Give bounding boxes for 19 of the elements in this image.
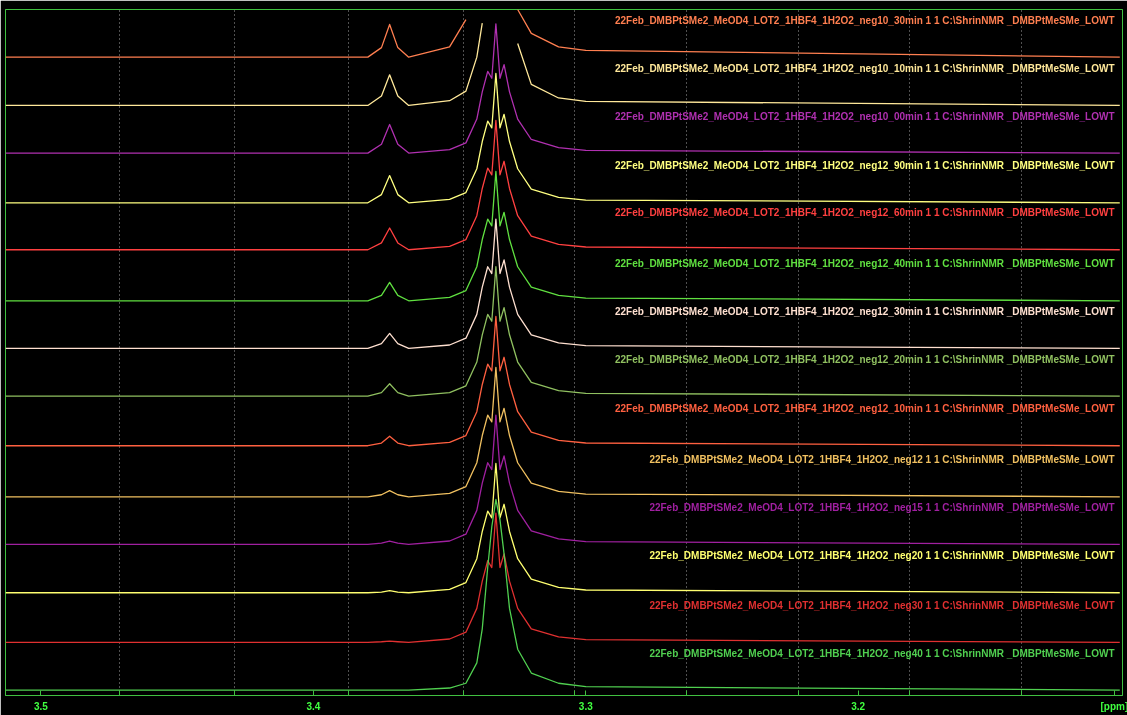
x-tick-label: [ppm] bbox=[1100, 700, 1127, 712]
text: 22Feb_DMBPtSMe2_MeOD4_LOT2_1HBF4_1H2O2_neg12 1 1 C:\ShrinNMR _DMBPtMeSMe_LOWT bbox=[649, 454, 1115, 466]
text: 22Feb_DMBPtSMe2_MeOD4_LOT2_1HBF4_1H2O2_neg12_40min 1 1 C:\ShrinNMR _DMBPtMeSMe_LOWT bbox=[614, 258, 1115, 270]
text: 22Feb_DMBPtSMe2_MeOD4_LOT2_1HBF4_1H2O2_neg12_20min 1 1 C:\ShrinNMR _DMBPtMeSMe_LOWT bbox=[614, 353, 1115, 365]
x-tick-label: 3.2 bbox=[851, 700, 866, 712]
text: 22Feb_DMBPtSMe2_MeOD4_LOT2_1HBF4_1H2O2_neg12_90min 1 1 C:\ShrinNMR _DMBPtMeSMe_LOWT bbox=[614, 160, 1115, 172]
text: 22Feb_DMBPtSMe2_MeOD4_LOT2_1HBF4_1H2O2_neg12_30min 1 1 C:\ShrinNMR _DMBPtMeSMe_LOWT bbox=[614, 305, 1115, 317]
x-tick-label: 3.3 bbox=[578, 700, 594, 712]
x-tick-label: 3.5 bbox=[33, 700, 49, 712]
text: 22Feb_DMBPtSMe2_MeOD4_LOT2_1HBF4_1H2O2_neg12_10min 1 1 C:\ShrinNMR _DMBPtMeSMe_LOWT bbox=[614, 403, 1115, 415]
text: 22Feb_DMBPtSMe2_MeOD4_LOT2_1HBF4_1H2O2_neg10_30min 1 1 C:\ShrinNMR _DMBPtMeSMe_LOWT bbox=[614, 14, 1115, 26]
x-tick-label: 3.4 bbox=[306, 700, 321, 712]
text: 22Feb_DMBPtSMe2_MeOD4_LOT2_1HBF4_1H2O2_neg15 1 1 C:\ShrinNMR _DMBPtMeSMe_LOWT bbox=[649, 501, 1115, 513]
text: 22Feb_DMBPtSMe2_MeOD4_LOT2_1HBF4_1H2O2_neg10_10min 1 1 C:\ShrinNMR _DMBPtMeSMe_LOWT bbox=[614, 62, 1115, 74]
text: 22Feb_DMBPtSMe2_MeOD4_LOT2_1HBF4_1H2O2_neg12_60min 1 1 C:\ShrinNMR _DMBPtMeSMe_LOWT bbox=[614, 207, 1115, 219]
text: 22Feb_DMBPtSMe2_MeOD4_LOT2_1HBF4_1H2O2_neg40 1 1 C:\ShrinNMR _DMBPtMeSMe_LOWT bbox=[649, 647, 1115, 659]
text: 22Feb_DMBPtSMe2_MeOD4_LOT2_1HBF4_1H2O2_neg20 1 1 C:\ShrinNMR _DMBPtMeSMe_LOWT bbox=[649, 550, 1115, 562]
text: 22Feb_DMBPtSMe2_MeOD4_LOT2_1HBF4_1H2O2_neg10_00min 1 1 C:\ShrinNMR _DMBPtMeSMe_LOWT bbox=[614, 110, 1115, 122]
text: 22Feb_DMBPtSMe2_MeOD4_LOT2_1HBF4_1H2O2_neg30 1 1 C:\ShrinNMR _DMBPtMeSMe_LOWT bbox=[649, 599, 1115, 611]
